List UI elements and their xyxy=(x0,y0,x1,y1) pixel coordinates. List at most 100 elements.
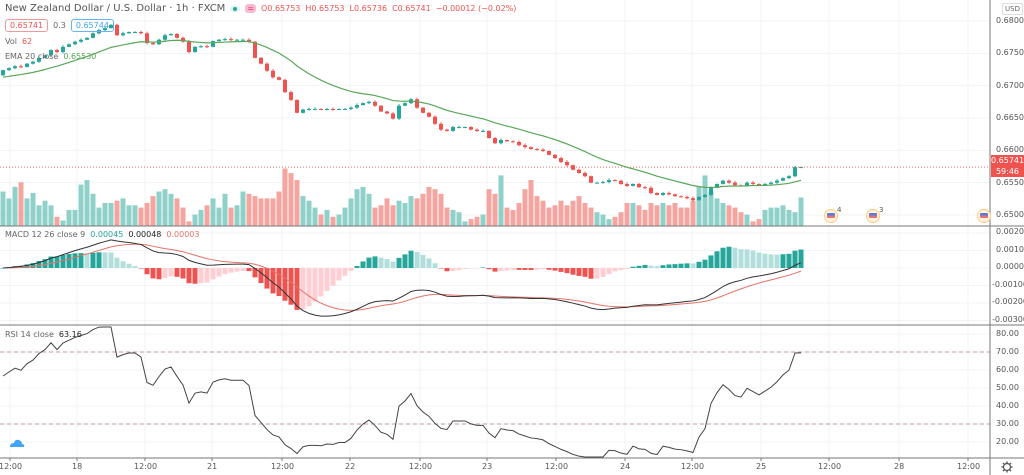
volume-bar xyxy=(504,207,510,226)
tradingview-logo-icon[interactable] xyxy=(6,436,28,452)
candle-body xyxy=(133,31,137,33)
volume-bar xyxy=(540,200,546,226)
macd-histogram-bar xyxy=(732,247,738,268)
volume-bar xyxy=(606,219,612,226)
macd-histogram-bar xyxy=(462,268,468,269)
volume-bar xyxy=(132,205,138,226)
volume-bar xyxy=(402,203,408,226)
volume-legend[interactable]: Vol 62 xyxy=(5,37,32,46)
candle-body xyxy=(349,107,353,109)
volume-bar xyxy=(492,193,498,226)
macd-histogram-bar xyxy=(600,268,606,278)
market-status-icon[interactable] xyxy=(230,5,241,12)
candle-body xyxy=(457,127,461,129)
volume-bar xyxy=(762,209,768,226)
rsi-tick-label: 80.00 xyxy=(996,329,1019,338)
ema-value: 0.65530 xyxy=(63,52,97,61)
macd-histogram-bar xyxy=(486,268,492,270)
macd-histogram-bar xyxy=(798,249,804,268)
volume-bar xyxy=(78,184,84,226)
candle-body xyxy=(541,149,545,151)
macd-histogram-bar xyxy=(240,268,246,271)
macd-histogram-bar xyxy=(126,263,132,268)
volume-bar xyxy=(246,193,252,226)
volume-bar xyxy=(708,191,714,226)
candle-body xyxy=(229,39,233,41)
macd-histogram-bar xyxy=(660,265,666,268)
buy-button[interactable]: 0.65744 xyxy=(70,19,114,32)
macd-histogram-bar xyxy=(516,268,522,270)
candle-body xyxy=(415,99,419,108)
macd-histogram-bar xyxy=(102,252,108,268)
candle-body xyxy=(301,109,305,113)
candle-body xyxy=(19,66,23,68)
macd-histogram-bar xyxy=(192,268,198,284)
volume-bar xyxy=(756,219,762,226)
equals-icon[interactable]: = xyxy=(245,4,257,13)
symbol-title[interactable]: New Zealand Dollar / U.S. Dollar · 1h · … xyxy=(5,3,226,14)
economic-event-icon[interactable]: 4 xyxy=(824,206,842,223)
ema-line xyxy=(2,39,802,189)
volume-bar xyxy=(378,205,384,226)
economic-event-icon[interactable] xyxy=(977,209,991,223)
candle-body xyxy=(193,46,197,53)
candle-body xyxy=(427,112,431,117)
macd-histogram-bar xyxy=(480,267,486,268)
macd-histogram-bar xyxy=(708,255,714,268)
candle-body xyxy=(259,57,263,64)
volume-bar xyxy=(552,205,558,226)
candle-body xyxy=(613,180,617,182)
time-tick-label: 21 xyxy=(207,462,218,471)
macd-histogram-bar xyxy=(372,256,378,268)
volume-bar xyxy=(798,197,804,226)
time-tick-label: 28 xyxy=(894,462,905,471)
macd-histogram-bar xyxy=(294,268,300,310)
volume-bar xyxy=(342,207,348,226)
volume-bar xyxy=(324,209,330,226)
macd-legend[interactable]: MACD 12 26 close 9 0.00045 0.00048 0.000… xyxy=(5,230,200,239)
volume-bar xyxy=(114,200,120,226)
candle-body xyxy=(403,103,407,106)
macd-histogram-bar xyxy=(432,263,438,268)
volume-bar xyxy=(408,196,414,226)
settings-gear-icon[interactable] xyxy=(1001,461,1013,473)
candle-body xyxy=(373,101,377,106)
macd-histogram-bar xyxy=(120,261,126,268)
candle-body xyxy=(145,33,149,43)
candle-body xyxy=(115,24,119,36)
candle-body xyxy=(673,194,677,197)
volume-bar xyxy=(666,205,672,226)
candle-body xyxy=(469,127,473,130)
candle-body xyxy=(529,147,533,150)
macd-histogram-bar xyxy=(306,268,312,307)
rsi-legend[interactable]: RSI 14 close 63.16 xyxy=(5,330,82,339)
ema-legend[interactable]: EMA 20 close 0.65530 xyxy=(5,52,96,61)
volume-bar xyxy=(744,214,750,226)
volume-bar xyxy=(150,196,156,226)
economic-event-icon[interactable]: 3 xyxy=(866,206,883,223)
macd-histogram-bar xyxy=(468,268,474,269)
volume-bar xyxy=(726,205,732,226)
currency-label[interactable]: USD xyxy=(1002,3,1023,15)
volume-bar xyxy=(702,175,708,226)
volume-bar xyxy=(732,207,738,226)
macd-histogram-bar xyxy=(258,268,264,284)
volume-bar xyxy=(198,209,204,226)
candle-body xyxy=(43,55,47,58)
macd-histogram-bar xyxy=(360,261,366,268)
sell-button[interactable]: 0.65741 xyxy=(5,19,49,32)
volume-bar xyxy=(300,196,306,226)
event-count: 4 xyxy=(837,206,842,214)
candle-body xyxy=(547,150,551,155)
macd-signal-value: 0.00003 xyxy=(166,230,200,239)
macd-histogram-bar xyxy=(744,249,750,268)
macd-histogram-bar xyxy=(672,264,678,268)
candle-body xyxy=(487,130,491,139)
candle-body xyxy=(421,107,425,113)
candle-body xyxy=(289,92,293,100)
